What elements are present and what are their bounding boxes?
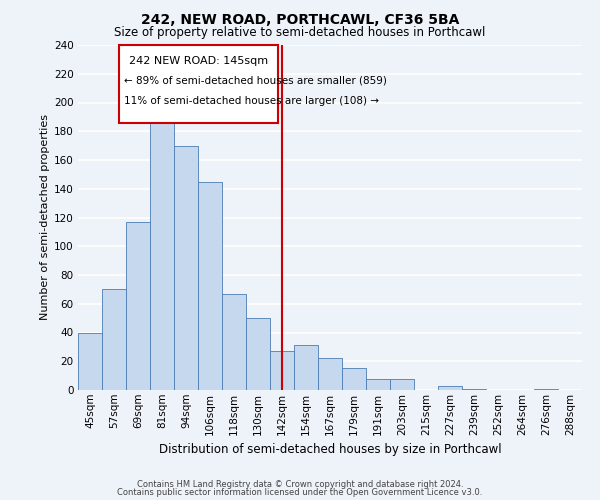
Bar [366,378,390,390]
Bar [438,386,462,390]
Bar [390,378,414,390]
Text: Contains HM Land Registry data © Crown copyright and database right 2024.: Contains HM Land Registry data © Crown c… [137,480,463,489]
Bar [342,368,366,390]
Y-axis label: Number of semi-detached properties: Number of semi-detached properties [40,114,50,320]
Bar [270,351,294,390]
Bar [150,107,174,390]
X-axis label: Distribution of semi-detached houses by size in Porthcawl: Distribution of semi-detached houses by … [158,443,502,456]
Text: 242, NEW ROAD, PORTHCAWL, CF36 5BA: 242, NEW ROAD, PORTHCAWL, CF36 5BA [141,12,459,26]
Bar [119,45,278,122]
Bar [246,318,270,390]
Text: 11% of semi-detached houses are larger (108) →: 11% of semi-detached houses are larger (… [124,96,379,106]
Text: 242 NEW ROAD: 145sqm: 242 NEW ROAD: 145sqm [129,56,268,66]
Bar [78,332,102,390]
Bar [102,290,126,390]
Bar [126,222,150,390]
Bar [462,388,486,390]
Text: Contains public sector information licensed under the Open Government Licence v3: Contains public sector information licen… [118,488,482,497]
Text: Size of property relative to semi-detached houses in Porthcawl: Size of property relative to semi-detach… [115,26,485,39]
Bar [534,388,558,390]
Bar [174,146,198,390]
Bar [222,294,246,390]
Bar [198,182,222,390]
Bar [318,358,342,390]
Bar [294,346,318,390]
Text: ← 89% of semi-detached houses are smaller (859): ← 89% of semi-detached houses are smalle… [124,76,386,86]
